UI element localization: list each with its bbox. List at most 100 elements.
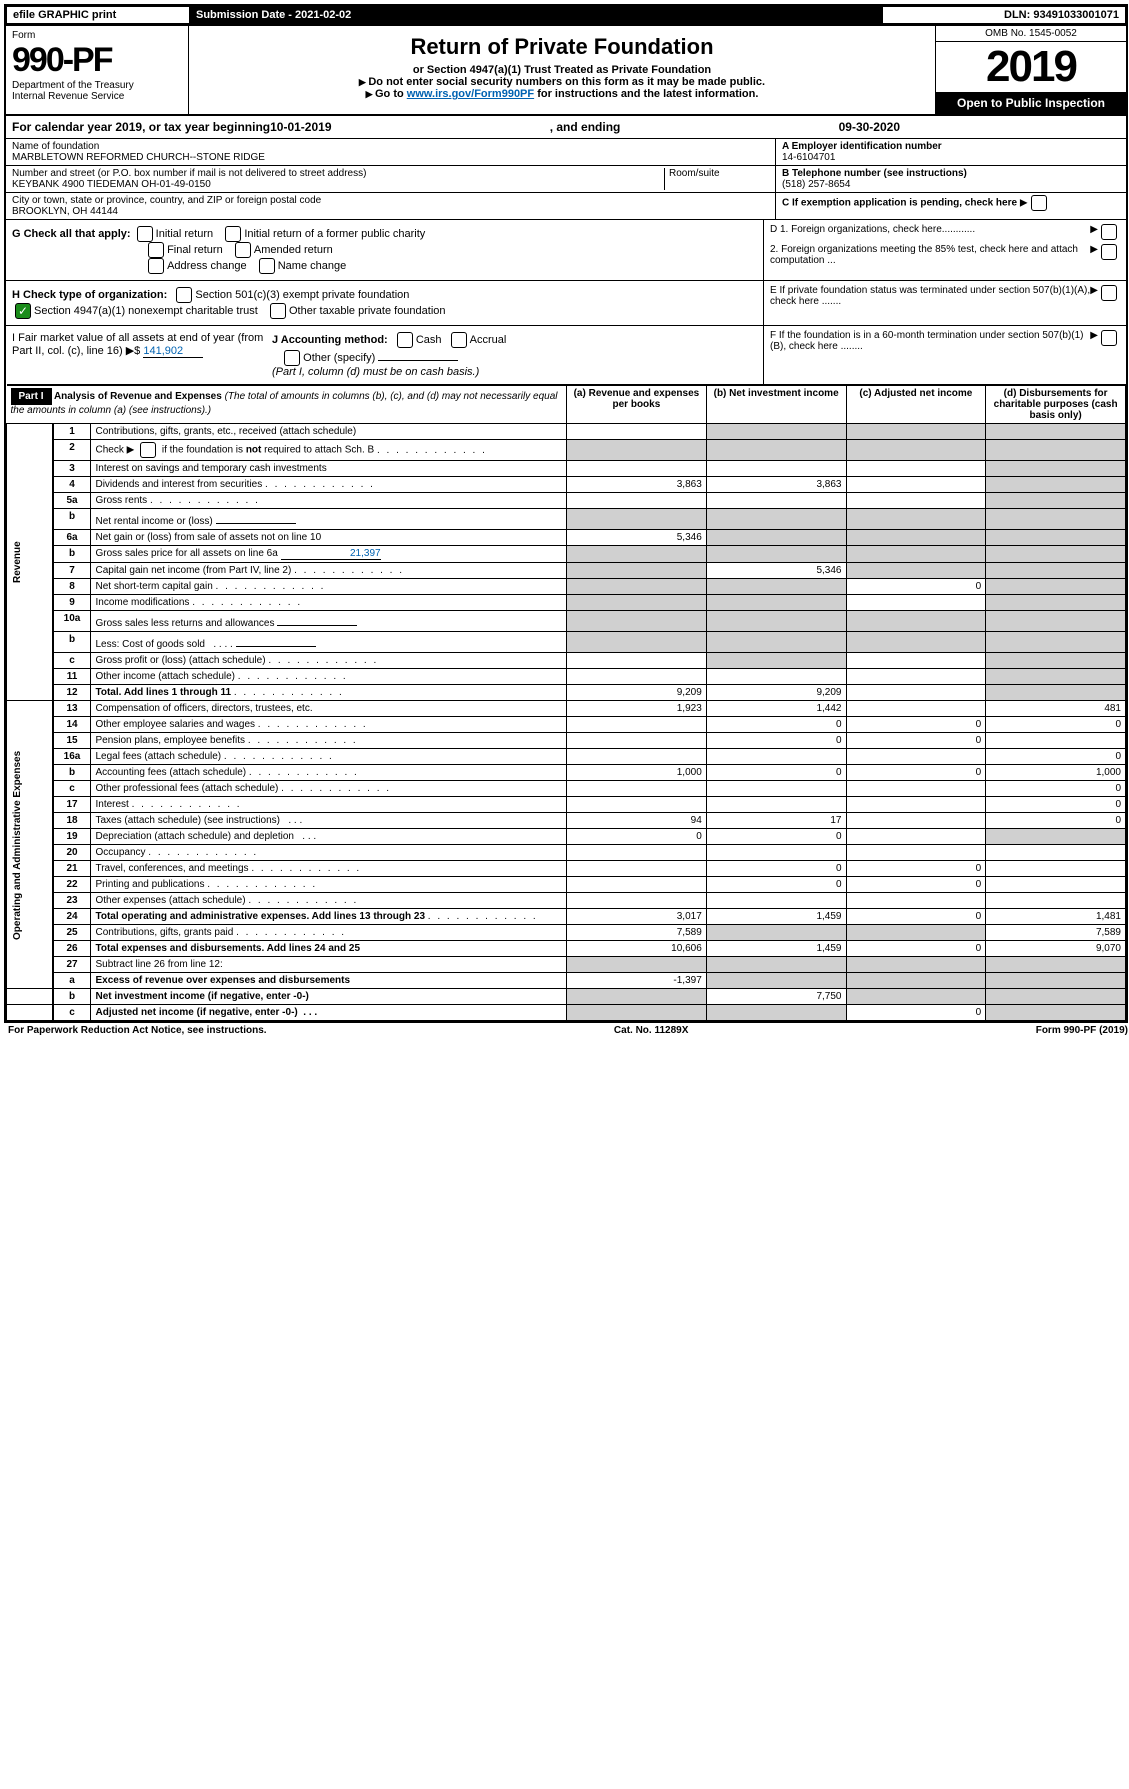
exemption-label: C If exemption application is pending, c… <box>782 198 1017 209</box>
l13-b: 1,442 <box>706 701 846 717</box>
foundation-name: MARBLETOWN REFORMED CHURCH--STONE RIDGE <box>12 152 769 163</box>
phone-label: B Telephone number (see instructions) <box>782 168 1120 179</box>
l22-no: 22 <box>53 877 91 893</box>
l24-no: 24 <box>53 909 91 925</box>
l11-desc: Other income (attach schedule) <box>91 669 567 685</box>
top-bar: efile GRAPHIC print Submission Date - 20… <box>6 6 1126 24</box>
checks-he: H Check type of organization: Section 50… <box>6 281 1126 326</box>
l4-desc: Dividends and interest from securities <box>91 477 567 493</box>
l19-desc: Depreciation (attach schedule) and deple… <box>91 829 567 845</box>
g-address[interactable] <box>148 258 164 274</box>
d1-label: D 1. Foreign organizations, check here..… <box>770 224 1090 235</box>
l25-desc: Contributions, gifts, grants paid <box>91 925 567 941</box>
l16c-d: 0 <box>986 781 1126 797</box>
g-name[interactable] <box>259 258 275 274</box>
j-accrual[interactable] <box>451 332 467 348</box>
city-label: City or town, state or province, country… <box>12 195 769 206</box>
l19-no: 19 <box>53 829 91 845</box>
l10b-no: b <box>53 632 91 653</box>
l10b-input[interactable] <box>236 634 316 647</box>
form-subtitle: or Section 4947(a)(1) Trust Treated as P… <box>197 64 927 76</box>
j-other[interactable] <box>284 350 300 366</box>
l13-d: 481 <box>986 701 1126 717</box>
h-501c3[interactable] <box>176 287 192 303</box>
revenue-side: Revenue <box>7 424 53 701</box>
l5b-input[interactable] <box>216 511 296 524</box>
l10a-input[interactable] <box>277 613 357 626</box>
note-goto: Go to www.irs.gov/Form990PF for instruct… <box>197 88 927 100</box>
l14-b: 0 <box>706 717 846 733</box>
l4-b: 3,863 <box>706 477 846 493</box>
cal-begin: 10-01-2019 <box>270 120 331 134</box>
g-initial-former[interactable] <box>225 226 241 242</box>
l16a-no: 16a <box>53 749 91 765</box>
l5a-no: 5a <box>53 493 91 509</box>
l16b-c: 0 <box>846 765 986 781</box>
form-word: Form <box>12 30 182 41</box>
col-b: (b) Net investment income <box>706 385 846 424</box>
j-cash[interactable] <box>397 332 413 348</box>
l6a-a: 5,346 <box>567 530 707 546</box>
form-title: Return of Private Foundation <box>197 34 927 60</box>
l9-no: 9 <box>53 595 91 611</box>
l21-desc: Travel, conferences, and meetings <box>91 861 567 877</box>
e-checkbox[interactable] <box>1101 285 1117 301</box>
l17-d: 0 <box>986 797 1126 813</box>
l25-a: 7,589 <box>567 925 707 941</box>
l18-b: 17 <box>706 813 846 829</box>
l16b-desc: Accounting fees (attach schedule) <box>91 765 567 781</box>
l2-checkbox[interactable] <box>140 442 156 458</box>
l21-c: 0 <box>846 861 986 877</box>
g-address-lbl: Address change <box>167 260 247 272</box>
exemption-checkbox[interactable] <box>1031 195 1047 211</box>
l10b-desc: Less: Cost of goods sold . . . . <box>91 632 567 653</box>
l16b-b: 0 <box>706 765 846 781</box>
g-initial[interactable] <box>137 226 153 242</box>
l19-b: 0 <box>706 829 846 845</box>
d2-checkbox[interactable] <box>1101 244 1117 260</box>
l27a-desc: Excess of revenue over expenses and disb… <box>91 973 567 989</box>
address: KEYBANK 4900 TIEDEMAN OH-01-49-0150 <box>12 179 664 190</box>
d1-checkbox[interactable] <box>1101 224 1117 240</box>
l25-d: 7,589 <box>986 925 1126 941</box>
l22-b: 0 <box>706 877 846 893</box>
l27c-c: 0 <box>846 1005 986 1021</box>
l6a-no: 6a <box>53 530 91 546</box>
form-number: 990-PF <box>12 41 182 80</box>
tax-year: 2019 <box>936 42 1126 92</box>
cal-mid: , and ending <box>332 120 839 134</box>
j-other-input[interactable] <box>378 348 458 361</box>
l13-a: 1,923 <box>567 701 707 717</box>
form990pf-link[interactable]: www.irs.gov/Form990PF <box>407 88 534 100</box>
l16a-desc: Legal fees (attach schedule) <box>91 749 567 765</box>
e-label: E If private foundation status was termi… <box>770 285 1090 307</box>
irs-label: Internal Revenue Service <box>12 91 182 102</box>
h-label: H Check type of organization: <box>12 289 167 301</box>
l26-b: 1,459 <box>706 941 846 957</box>
i-value: 141,902 <box>143 345 203 358</box>
g-amended[interactable] <box>235 242 251 258</box>
l15-desc: Pension plans, employee benefits <box>91 733 567 749</box>
l6b-desc: Gross sales price for all assets on line… <box>91 546 567 563</box>
l25-no: 25 <box>53 925 91 941</box>
l26-desc: Total expenses and disbursements. Add li… <box>91 941 567 957</box>
ein-value: 14-6104701 <box>782 152 1120 163</box>
l4-no: 4 <box>53 477 91 493</box>
h-4947[interactable] <box>15 303 31 319</box>
f-checkbox[interactable] <box>1101 330 1117 346</box>
dln: DLN: 93491033001071 <box>883 7 1126 24</box>
l8-desc: Net short-term capital gain <box>91 579 567 595</box>
l7-no: 7 <box>53 563 91 579</box>
l26-no: 26 <box>53 941 91 957</box>
h-other[interactable] <box>270 303 286 319</box>
l11-no: 11 <box>53 669 91 685</box>
l14-c: 0 <box>846 717 986 733</box>
g-final[interactable] <box>148 242 164 258</box>
l8-no: 8 <box>53 579 91 595</box>
l16c-no: c <box>53 781 91 797</box>
i-label: I Fair market value of all assets at end… <box>12 332 263 357</box>
l10a-desc: Gross sales less returns and allowances <box>91 611 567 632</box>
l14-d: 0 <box>986 717 1126 733</box>
f-label: F If the foundation is in a 60-month ter… <box>770 330 1090 352</box>
l22-c: 0 <box>846 877 986 893</box>
